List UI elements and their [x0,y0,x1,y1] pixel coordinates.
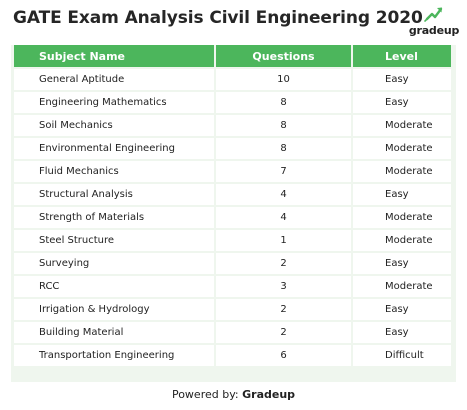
table-row: Irrigation & Hydrology 2 Easy [14,297,451,320]
questions-cell: 8 [216,136,353,159]
column-header-level: Level [353,45,451,67]
questions-cell: 2 [216,297,353,320]
level-cell: Easy [353,67,451,90]
level-cell: Easy [353,90,451,113]
questions-cell: 2 [216,251,353,274]
page-title: GATE Exam Analysis Civil Engineering 202… [13,8,423,28]
table-row: General Aptitude 10 Easy [14,67,451,90]
level-cell: Moderate [353,113,451,136]
footer-prefix: Powered by: [171,388,239,401]
analysis-table: Subject Name Questions Level General Apt… [14,45,451,366]
subject-cell: Irrigation & Hydrology [14,297,216,320]
questions-cell: 2 [216,320,353,343]
table-container: Subject Name Questions Level General Apt… [11,45,456,382]
table-row: Soil Mechanics 8 Moderate [14,113,451,136]
column-header-questions: Questions [216,45,353,67]
level-cell: Moderate [353,228,451,251]
subject-cell: Surveying [14,251,216,274]
level-cell: Easy [353,182,451,205]
subject-cell: Transportation Engineering [14,343,216,366]
questions-cell: 10 [216,67,353,90]
footer-brand: Gradeup [242,388,296,401]
questions-cell: 8 [216,90,353,113]
level-cell: Difficult [353,343,451,366]
gradeup-logo: gradeup [408,5,460,39]
questions-cell: 7 [216,159,353,182]
subject-cell: Soil Mechanics [14,113,216,136]
questions-cell: 4 [216,205,353,228]
level-cell: Easy [353,320,451,343]
subject-cell: General Aptitude [14,67,216,90]
questions-cell: 3 [216,274,353,297]
questions-cell: 4 [216,182,353,205]
subject-cell: Strength of Materials [14,205,216,228]
table-row: Steel Structure 1 Moderate [14,228,451,251]
table-row: Building Material 2 Easy [14,320,451,343]
table-row: Fluid Mechanics 7 Moderate [14,159,451,182]
rocket-icon [408,5,460,23]
table-row: Structural Analysis 4 Easy [14,182,451,205]
questions-cell: 8 [216,113,353,136]
column-header-subject: Subject Name [14,45,216,67]
subject-cell: Engineering Mathematics [14,90,216,113]
subject-cell: Fluid Mechanics [14,159,216,182]
subject-cell: Steel Structure [14,228,216,251]
subject-cell: Environmental Engineering [14,136,216,159]
table-row: RCC 3 Moderate [14,274,451,297]
level-cell: Moderate [353,159,451,182]
subject-cell: RCC [14,274,216,297]
level-cell: Moderate [353,205,451,228]
table-row: Environmental Engineering 8 Moderate [14,136,451,159]
footer: Powered by: Gradeup [0,388,467,401]
questions-cell: 1 [216,228,353,251]
logo-text: gradeup [408,24,460,37]
level-cell: Easy [353,297,451,320]
table-row: Engineering Mathematics 8 Easy [14,90,451,113]
subject-cell: Structural Analysis [14,182,216,205]
level-cell: Moderate [353,274,451,297]
table-header-row: Subject Name Questions Level [14,45,451,67]
level-cell: Easy [353,251,451,274]
table-row: Strength of Materials 4 Moderate [14,205,451,228]
table-row: Transportation Engineering 6 Difficult [14,343,451,366]
level-cell: Moderate [353,136,451,159]
table-row: Surveying 2 Easy [14,251,451,274]
subject-cell: Building Material [14,320,216,343]
questions-cell: 6 [216,343,353,366]
